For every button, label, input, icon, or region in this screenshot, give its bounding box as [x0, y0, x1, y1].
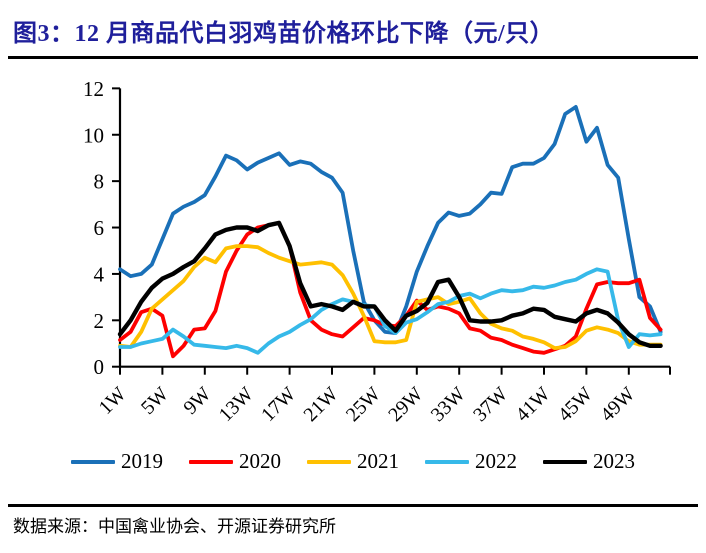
chart-legend: 2019 2020 2021 2022 2023	[0, 449, 706, 474]
y-tick-label: 0	[94, 355, 105, 379]
footer-divider	[8, 504, 698, 507]
legend-label-2021: 2021	[357, 449, 399, 473]
legend-item-2019: 2019	[71, 449, 163, 474]
x-tick-label: 1W	[95, 383, 131, 419]
legend-item-2021: 2021	[307, 449, 399, 474]
title-divider	[8, 56, 698, 59]
legend-swatch-2022	[425, 459, 469, 464]
y-tick-label: 10	[83, 123, 104, 147]
data-source-label: 数据来源：中国禽业协会、开源证券研究所	[13, 517, 336, 536]
x-tick-label: 13W	[215, 383, 258, 426]
y-tick-label: 2	[94, 309, 105, 333]
x-tick-label: 49W	[596, 383, 639, 426]
x-tick-label: 29W	[384, 383, 427, 426]
y-tick-label: 4	[94, 262, 105, 286]
x-tick-label: 17W	[257, 383, 300, 426]
series-line-2021	[118, 244, 663, 351]
legend-item-2020: 2020	[189, 449, 281, 474]
legend-item-2023: 2023	[543, 449, 635, 474]
legend-swatch-2020	[189, 459, 233, 464]
series-line-2023	[117, 220, 663, 348]
legend-label-2023: 2023	[593, 449, 635, 473]
x-tick-label: 41W	[511, 383, 554, 426]
x-tick-label: 9W	[179, 383, 215, 419]
y-tick-label: 8	[94, 170, 105, 194]
legend-item-2022: 2022	[425, 449, 517, 474]
x-tick-label: 45W	[554, 383, 597, 426]
legend-swatch-2019	[71, 459, 115, 464]
legend-label-2020: 2020	[239, 449, 281, 473]
x-tick-label: 25W	[342, 383, 385, 426]
legend-swatch-2021	[307, 459, 351, 464]
x-tick-label: 37W	[469, 383, 512, 426]
legend-label-2019: 2019	[121, 449, 163, 473]
x-tick-label: 5W	[137, 383, 173, 419]
legend-swatch-2023	[543, 459, 587, 464]
series-line-2022	[118, 267, 663, 355]
x-tick-label: 33W	[427, 383, 470, 426]
legend-label-2022: 2022	[475, 449, 517, 473]
y-tick-label: 6	[94, 216, 105, 240]
x-tick-label: 21W	[299, 383, 342, 426]
y-tick-label: 12	[83, 77, 104, 101]
figure-title: 图3：12 月商品代白羽鸡苗价格环比下降（元/只）	[13, 21, 555, 47]
series-line-2019	[118, 105, 663, 336]
